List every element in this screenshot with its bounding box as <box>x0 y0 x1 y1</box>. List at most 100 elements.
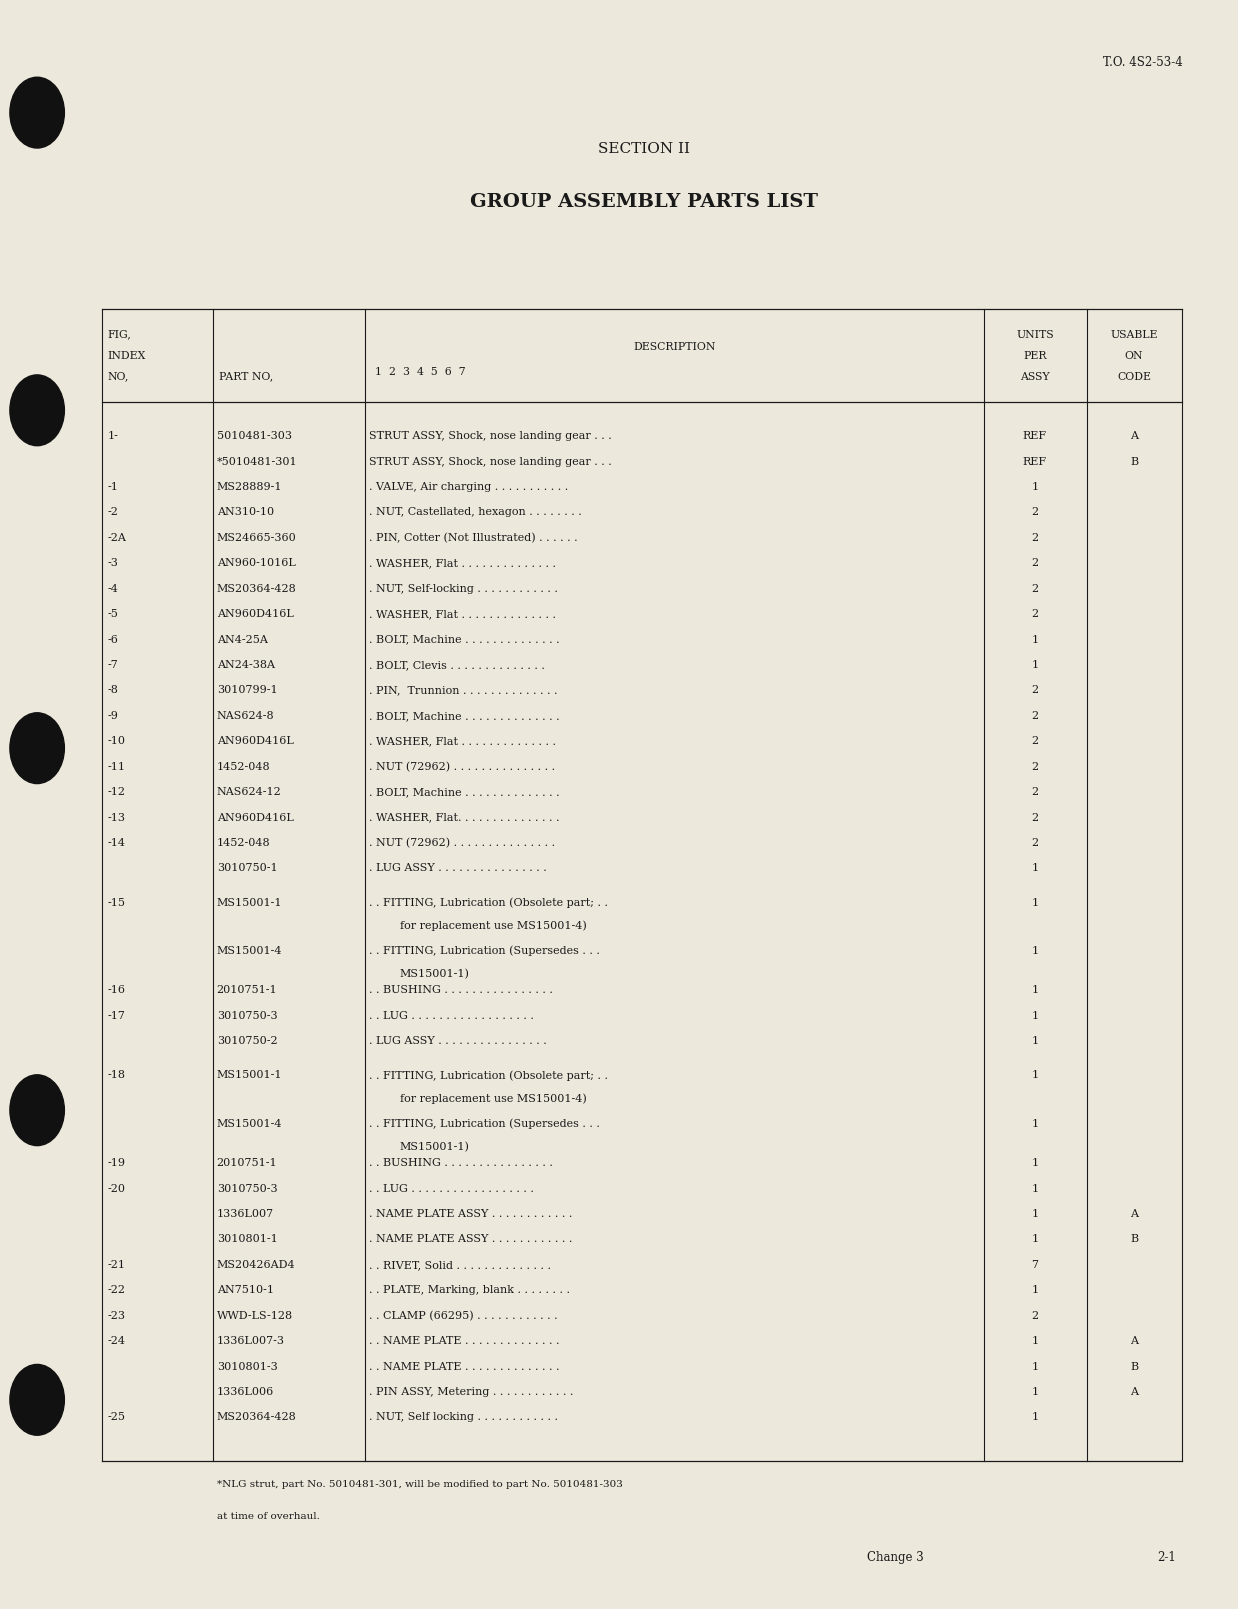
Text: 2: 2 <box>1031 711 1039 721</box>
Text: MS15001-1: MS15001-1 <box>217 898 282 907</box>
Text: 1452-048: 1452-048 <box>217 838 270 848</box>
Text: . . PLATE, Marking, blank . . . . . . . .: . . PLATE, Marking, blank . . . . . . . … <box>369 1286 569 1295</box>
Text: AN960D416L: AN960D416L <box>217 737 293 747</box>
Text: . NUT (72962) . . . . . . . . . . . . . . .: . NUT (72962) . . . . . . . . . . . . . … <box>369 761 555 772</box>
Text: 2: 2 <box>1031 1311 1039 1321</box>
Circle shape <box>10 1075 64 1146</box>
Text: . . FITTING, Lubrication (Obsolete part; . .: . . FITTING, Lubrication (Obsolete part;… <box>369 1070 608 1081</box>
Text: 2: 2 <box>1031 558 1039 568</box>
Text: NAS624-8: NAS624-8 <box>217 711 275 721</box>
Text: . NUT, Castellated, hexagon . . . . . . . .: . NUT, Castellated, hexagon . . . . . . … <box>369 507 582 518</box>
Text: -12: -12 <box>108 787 126 796</box>
Text: -17: -17 <box>108 1010 125 1020</box>
Text: 2010751-1: 2010751-1 <box>217 985 277 996</box>
Text: AN24-38A: AN24-38A <box>217 660 275 669</box>
Text: MS15001-1): MS15001-1) <box>400 1142 469 1152</box>
Text: A: A <box>1130 1387 1138 1397</box>
Text: WWD-LS-128: WWD-LS-128 <box>217 1311 292 1321</box>
Text: 1: 1 <box>1031 1286 1039 1295</box>
Text: -7: -7 <box>108 660 119 669</box>
Text: . BOLT, Machine . . . . . . . . . . . . . .: . BOLT, Machine . . . . . . . . . . . . … <box>369 634 560 645</box>
Text: -4: -4 <box>108 584 119 594</box>
Text: . PIN,  Trunnion . . . . . . . . . . . . . .: . PIN, Trunnion . . . . . . . . . . . . … <box>369 685 557 695</box>
Text: for replacement use MS15001-4): for replacement use MS15001-4) <box>400 920 587 932</box>
Text: 1336L007: 1336L007 <box>217 1208 274 1220</box>
Text: MS15001-1: MS15001-1 <box>217 1070 282 1080</box>
Circle shape <box>10 375 64 446</box>
Text: 1: 1 <box>1031 1118 1039 1128</box>
Text: -11: -11 <box>108 761 126 772</box>
Text: . LUG ASSY . . . . . . . . . . . . . . . .: . LUG ASSY . . . . . . . . . . . . . . .… <box>369 1036 547 1046</box>
Text: . NAME PLATE ASSY . . . . . . . . . . . .: . NAME PLATE ASSY . . . . . . . . . . . … <box>369 1234 572 1244</box>
Text: . . FITTING, Lubrication (Obsolete part; . .: . . FITTING, Lubrication (Obsolete part;… <box>369 898 608 907</box>
Text: . NUT, Self-locking . . . . . . . . . . . .: . NUT, Self-locking . . . . . . . . . . … <box>369 584 558 594</box>
Text: . . RIVET, Solid . . . . . . . . . . . . . .: . . RIVET, Solid . . . . . . . . . . . .… <box>369 1260 551 1270</box>
Text: MS20364-428: MS20364-428 <box>217 1413 296 1422</box>
Text: B: B <box>1130 1361 1138 1371</box>
Text: MS28889-1: MS28889-1 <box>217 483 282 492</box>
Text: . BOLT, Clevis . . . . . . . . . . . . . .: . BOLT, Clevis . . . . . . . . . . . . .… <box>369 660 545 669</box>
Text: REF: REF <box>1023 431 1047 441</box>
Text: 1: 1 <box>1031 1208 1039 1220</box>
Text: . WASHER, Flat . . . . . . . . . . . . . .: . WASHER, Flat . . . . . . . . . . . . .… <box>369 558 556 568</box>
Text: AN960D416L: AN960D416L <box>217 610 293 619</box>
Text: 3010750-3: 3010750-3 <box>217 1010 277 1020</box>
Text: . . FITTING, Lubrication (Supersedes . . .: . . FITTING, Lubrication (Supersedes . .… <box>369 946 599 956</box>
Text: ASSY: ASSY <box>1020 372 1050 381</box>
Text: -6: -6 <box>108 634 119 645</box>
Text: NAS624-12: NAS624-12 <box>217 787 281 796</box>
Text: . WASHER, Flat. . . . . . . . . . . . . . .: . WASHER, Flat. . . . . . . . . . . . . … <box>369 813 560 822</box>
Text: AN960-1016L: AN960-1016L <box>217 558 296 568</box>
Text: . . NAME PLATE . . . . . . . . . . . . . .: . . NAME PLATE . . . . . . . . . . . . .… <box>369 1335 560 1347</box>
Text: 1: 1 <box>1031 1036 1039 1046</box>
Text: -16: -16 <box>108 985 126 996</box>
Text: 1-: 1- <box>108 431 119 441</box>
Text: for replacement use MS15001-4): for replacement use MS15001-4) <box>400 1094 587 1104</box>
Text: at time of overhaul.: at time of overhaul. <box>217 1512 319 1522</box>
Text: 3010799-1: 3010799-1 <box>217 685 277 695</box>
Text: -23: -23 <box>108 1311 126 1321</box>
Text: -3: -3 <box>108 558 119 568</box>
Text: *NLG strut, part No. 5010481-301, will be modified to part No. 5010481-303: *NLG strut, part No. 5010481-301, will b… <box>217 1480 623 1490</box>
Text: 1: 1 <box>1031 1361 1039 1371</box>
Text: 2-1: 2-1 <box>1158 1551 1176 1564</box>
Text: SECTION II: SECTION II <box>598 142 690 156</box>
Text: MS20426AD4: MS20426AD4 <box>217 1260 296 1270</box>
Text: 1: 1 <box>1031 985 1039 996</box>
Text: 1: 1 <box>1031 1070 1039 1080</box>
Text: 2: 2 <box>1031 761 1039 772</box>
Text: 1: 1 <box>1031 634 1039 645</box>
Text: MS15001-1): MS15001-1) <box>400 969 469 980</box>
Text: . NAME PLATE ASSY . . . . . . . . . . . .: . NAME PLATE ASSY . . . . . . . . . . . … <box>369 1208 572 1220</box>
Circle shape <box>10 713 64 784</box>
Text: AN7510-1: AN7510-1 <box>217 1286 274 1295</box>
Text: . NUT, Self locking . . . . . . . . . . . .: . NUT, Self locking . . . . . . . . . . … <box>369 1413 558 1422</box>
Text: -14: -14 <box>108 838 126 848</box>
Text: 1: 1 <box>1031 1335 1039 1347</box>
Text: 1: 1 <box>1031 1234 1039 1244</box>
Text: CODE: CODE <box>1117 372 1151 381</box>
Text: NO,: NO, <box>108 372 129 381</box>
Text: 1: 1 <box>1031 946 1039 956</box>
Circle shape <box>10 1364 64 1435</box>
Text: B: B <box>1130 457 1138 467</box>
Text: 1: 1 <box>1031 898 1039 907</box>
Text: 2010751-1: 2010751-1 <box>217 1158 277 1168</box>
Text: -2: -2 <box>108 507 119 518</box>
Text: . PIN ASSY, Metering . . . . . . . . . . . .: . PIN ASSY, Metering . . . . . . . . . .… <box>369 1387 573 1397</box>
Text: 1336L007-3: 1336L007-3 <box>217 1335 285 1347</box>
Text: -20: -20 <box>108 1184 126 1194</box>
Text: . WASHER, Flat . . . . . . . . . . . . . .: . WASHER, Flat . . . . . . . . . . . . .… <box>369 737 556 747</box>
Text: . . FITTING, Lubrication (Supersedes . . .: . . FITTING, Lubrication (Supersedes . .… <box>369 1118 599 1130</box>
Text: 1: 1 <box>1031 1413 1039 1422</box>
Text: -2A: -2A <box>108 533 126 542</box>
Circle shape <box>10 77 64 148</box>
Text: ON: ON <box>1125 351 1143 360</box>
Text: MS24665-360: MS24665-360 <box>217 533 296 542</box>
Text: . . LUG . . . . . . . . . . . . . . . . . .: . . LUG . . . . . . . . . . . . . . . . … <box>369 1010 534 1020</box>
Text: DESCRIPTION: DESCRIPTION <box>634 343 716 352</box>
Text: 2: 2 <box>1031 787 1039 796</box>
Text: . . BUSHING . . . . . . . . . . . . . . . .: . . BUSHING . . . . . . . . . . . . . . … <box>369 985 553 996</box>
Text: 2: 2 <box>1031 737 1039 747</box>
Text: AN310-10: AN310-10 <box>217 507 274 518</box>
